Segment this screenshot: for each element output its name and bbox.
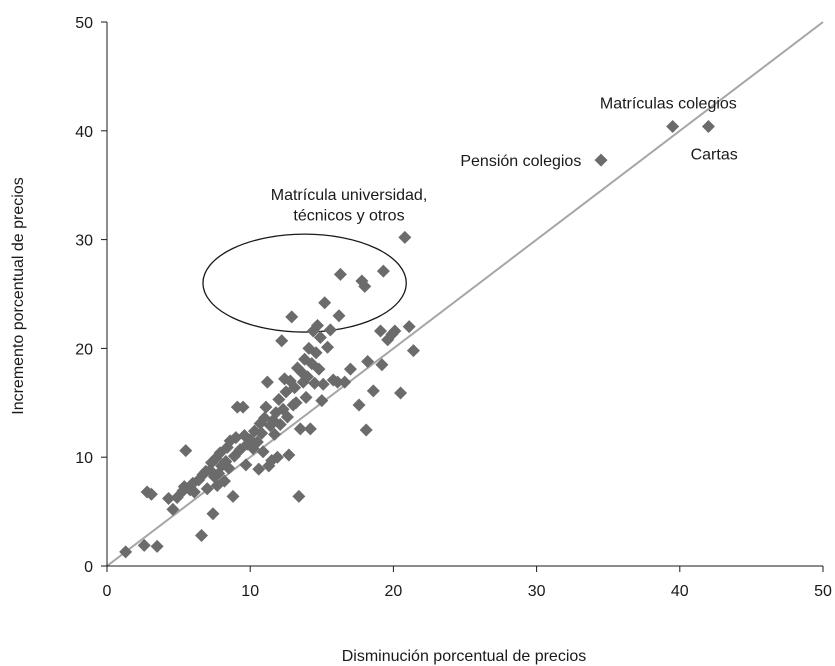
data-point <box>268 427 282 441</box>
y-tick-label: 30 <box>75 233 93 250</box>
y-tick-label: 40 <box>75 124 93 141</box>
data-point <box>222 461 236 475</box>
x-tick-label: 50 <box>814 583 832 600</box>
data-point <box>309 346 323 360</box>
data-point <box>359 423 373 437</box>
data-point <box>179 444 193 458</box>
x-tick-label: 20 <box>385 583 403 600</box>
data-point <box>166 502 180 516</box>
axes: 0 10 20 30 40 50 0 10 20 30 40 50 <box>75 15 832 600</box>
annotations: Matrícula universidad, técnicos y otros Pe… <box>271 96 738 225</box>
data-point <box>273 418 287 432</box>
data-point <box>374 324 388 338</box>
data-point <box>338 375 352 389</box>
data-point <box>239 458 253 472</box>
data-point <box>144 487 158 501</box>
y-tick-label: 0 <box>84 559 93 576</box>
data-point <box>226 489 240 503</box>
x-tick-label: 40 <box>671 583 689 600</box>
highlight-ellipse <box>202 233 407 333</box>
data-point <box>187 485 201 499</box>
annotation-label: Matrículas colegios <box>600 96 737 113</box>
data-point <box>398 230 412 244</box>
annotation-label: Matrícula universidad, <box>271 187 428 204</box>
data-point <box>376 264 390 278</box>
data-point <box>195 529 209 543</box>
data-point <box>358 279 372 293</box>
data-point <box>270 450 284 464</box>
annotation-label: Cartas <box>691 147 738 164</box>
data-point <box>333 267 347 281</box>
data-point <box>285 310 299 324</box>
data-point <box>666 119 680 133</box>
data-point <box>312 362 326 376</box>
y-tick-label: 50 <box>75 15 93 32</box>
data-point <box>375 358 389 372</box>
data-point <box>275 334 289 348</box>
data-point <box>299 390 313 404</box>
data-point <box>282 448 296 462</box>
annotation-label: Pensión colegios <box>460 153 581 170</box>
x-tick-label: 30 <box>528 583 546 600</box>
data-point <box>293 422 307 436</box>
x-tick-label: 0 <box>103 583 112 600</box>
y-tick-label: 10 <box>75 450 93 467</box>
data-point <box>206 507 220 521</box>
data-point <box>388 324 402 338</box>
data-point <box>323 323 337 337</box>
data-point <box>366 384 380 398</box>
data-point <box>200 482 214 496</box>
data-point <box>352 398 366 412</box>
data-point <box>289 396 303 410</box>
data-point <box>308 376 322 390</box>
data-point <box>119 545 133 559</box>
data-point <box>311 319 325 333</box>
reference-line-45-degree <box>106 21 824 567</box>
y-axis-ticks: 0 10 20 30 40 50 <box>75 15 107 576</box>
x-axis-title: Disminución porcentual de precios <box>342 648 587 665</box>
y-axis-title: Incremento porcentual de precios <box>10 177 27 414</box>
data-point <box>300 370 314 384</box>
data-point <box>394 386 408 400</box>
data-point <box>318 296 332 310</box>
data-point <box>361 354 375 368</box>
y-tick-label: 20 <box>75 341 93 358</box>
data-point <box>252 462 266 476</box>
plot-area: Matrícula universidad, técnicos y otros Pe… <box>106 21 824 567</box>
data-point <box>343 362 357 376</box>
data-point <box>255 426 269 440</box>
data-point <box>260 375 274 389</box>
data-point <box>316 377 330 391</box>
data-point <box>313 331 327 345</box>
data-point <box>162 492 176 506</box>
data-point <box>321 340 335 354</box>
data-point <box>236 400 250 414</box>
data-point <box>259 400 273 414</box>
data-point <box>243 433 257 447</box>
data-point <box>594 153 608 167</box>
data-point <box>292 489 306 503</box>
data-point <box>701 119 715 133</box>
data-point <box>303 422 317 436</box>
data-point <box>331 375 345 389</box>
x-axis-ticks: 0 10 20 30 40 50 <box>103 566 832 600</box>
data-points <box>119 119 715 559</box>
data-point <box>217 474 231 488</box>
data-point <box>402 320 416 334</box>
data-point <box>280 410 294 424</box>
data-point <box>272 393 286 407</box>
data-point <box>315 394 329 408</box>
data-point <box>137 538 151 552</box>
data-point <box>150 539 164 553</box>
data-point <box>256 445 270 459</box>
x-tick-label: 10 <box>241 583 259 600</box>
data-point <box>332 309 346 323</box>
data-point <box>406 344 420 358</box>
data-point <box>288 381 302 395</box>
annotation-label: técnicos y otros <box>293 208 404 225</box>
